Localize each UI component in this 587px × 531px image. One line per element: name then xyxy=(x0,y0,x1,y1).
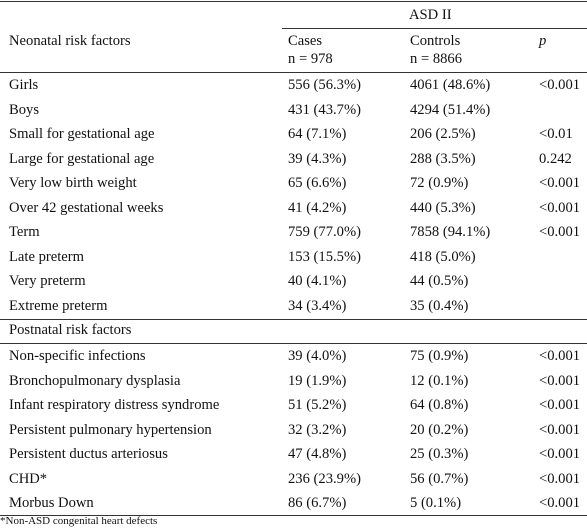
factor-cell: Infant respiratory distress syndrome xyxy=(9,397,220,413)
postnatal-header: Postnatal risk factors xyxy=(9,322,132,338)
controls-cell: 56 (0.7%) xyxy=(410,470,469,487)
cases-cell: 41 (4.2%) xyxy=(288,199,347,216)
factor-cell: Very low birth weight xyxy=(9,175,137,191)
controls-cell: 4061 (48.6%) xyxy=(410,77,491,93)
header-cases: Cases xyxy=(288,33,323,49)
factor-cell: Bronchopulmonary dysplasia xyxy=(9,372,181,389)
p-value-cell: <0.001 xyxy=(539,421,581,438)
factor-cell: Late preterm xyxy=(9,248,84,265)
footnote: *Non-ASD congenital heart defects xyxy=(0,515,158,527)
factor-cell: Term xyxy=(9,224,40,240)
controls-cell: 418 (5.0%) xyxy=(410,248,476,265)
cases-cell: 65 (6.6%) xyxy=(288,175,347,191)
controls-cell: 4294 (51.4%) xyxy=(410,101,491,118)
cases-cell: 39 (4.3%) xyxy=(288,150,347,167)
header-rule xyxy=(0,72,587,73)
header-controls: Controls xyxy=(410,33,461,49)
controls-cell: 5 (0.1%) xyxy=(410,495,462,511)
controls-cell: 440 (5.3%) xyxy=(410,199,476,216)
p-value-cell: <0.001 xyxy=(539,372,581,389)
factor-cell: Morbus Down xyxy=(9,495,94,511)
cases-cell: 236 (23.9%) xyxy=(288,470,361,487)
cases-cell: 431 (43.7%) xyxy=(288,101,361,118)
cases-cell: 34 (3.4%) xyxy=(288,297,347,314)
header-factor: Neonatal risk factors xyxy=(9,33,131,49)
p-value-cell: <0.01 xyxy=(539,126,573,142)
factor-cell: Over 42 gestational weeks xyxy=(9,199,164,216)
cases-cell: 64 (7.1%) xyxy=(288,126,347,142)
header-controls-n: n = 8866 xyxy=(410,51,463,67)
controls-cell: 44 (0.5%) xyxy=(410,273,469,289)
controls-cell: 75 (0.9%) xyxy=(410,348,469,364)
controls-cell: 20 (0.2%) xyxy=(410,421,469,438)
cases-cell: 556 (56.3%) xyxy=(288,77,361,93)
p-value-cell: <0.001 xyxy=(539,470,581,487)
p-value-cell: <0.001 xyxy=(539,77,581,93)
factor-cell: CHD* xyxy=(9,470,48,487)
factor-cell: Persistent ductus arteriosus xyxy=(9,446,168,462)
p-value-cell: <0.001 xyxy=(539,446,581,462)
controls-cell: 12 (0.1%) xyxy=(410,372,469,389)
cases-cell: 47 (4.8%) xyxy=(288,446,347,462)
cases-cell: 86 (6.7%) xyxy=(288,495,347,511)
p-value-cell: <0.001 xyxy=(539,348,581,364)
controls-cell: 72 (0.9%) xyxy=(410,175,469,191)
factor-cell: Small for gestational age xyxy=(9,126,155,142)
factor-cell: Very preterm xyxy=(9,273,86,289)
controls-cell: 25 (0.3%) xyxy=(410,446,469,462)
controls-cell: 206 (2.5%) xyxy=(410,126,476,142)
controls-cell: 7858 (94.1%) xyxy=(410,224,491,240)
factor-cell: Girls xyxy=(9,77,39,93)
factor-cell: Extreme preterm xyxy=(9,297,108,314)
section-rule xyxy=(0,319,587,320)
controls-cell: 288 (3.5%) xyxy=(410,150,476,167)
bottom-rule xyxy=(0,515,587,516)
cases-cell: 19 (1.9%) xyxy=(288,372,347,389)
cases-cell: 40 (4.1%) xyxy=(288,273,347,289)
p-value-cell: <0.001 xyxy=(539,199,581,216)
cases-cell: 39 (4.0%) xyxy=(288,348,347,364)
p-value-cell: <0.001 xyxy=(539,175,581,191)
cases-cell: 32 (3.2%) xyxy=(288,421,347,438)
header-p: p xyxy=(539,33,547,49)
cases-cell: 153 (15.5%) xyxy=(288,248,361,265)
factor-cell: Non-specific infections xyxy=(9,348,146,364)
controls-cell: 64 (0.8%) xyxy=(410,397,469,413)
group-header-rule xyxy=(282,28,587,29)
cases-cell: 759 (77.0%) xyxy=(288,224,361,240)
postnatal-header-rule xyxy=(0,343,587,344)
factor-cell: Boys xyxy=(9,101,40,118)
top-rule xyxy=(0,1,587,2)
p-value-cell: <0.001 xyxy=(539,397,581,413)
cases-cell: 51 (5.2%) xyxy=(288,397,347,413)
p-value-cell: 0.242 xyxy=(539,150,572,167)
factor-cell: Large for gestational age xyxy=(9,150,155,167)
controls-cell: 35 (0.4%) xyxy=(410,297,469,314)
p-value-cell: <0.001 xyxy=(539,224,581,240)
asd-ii-group-header: ASD II xyxy=(409,7,452,23)
factor-cell: Persistent pulmonary hypertension xyxy=(9,421,212,438)
header-cases-n: n = 978 xyxy=(288,51,333,67)
p-value-cell: <0.001 xyxy=(539,495,581,511)
